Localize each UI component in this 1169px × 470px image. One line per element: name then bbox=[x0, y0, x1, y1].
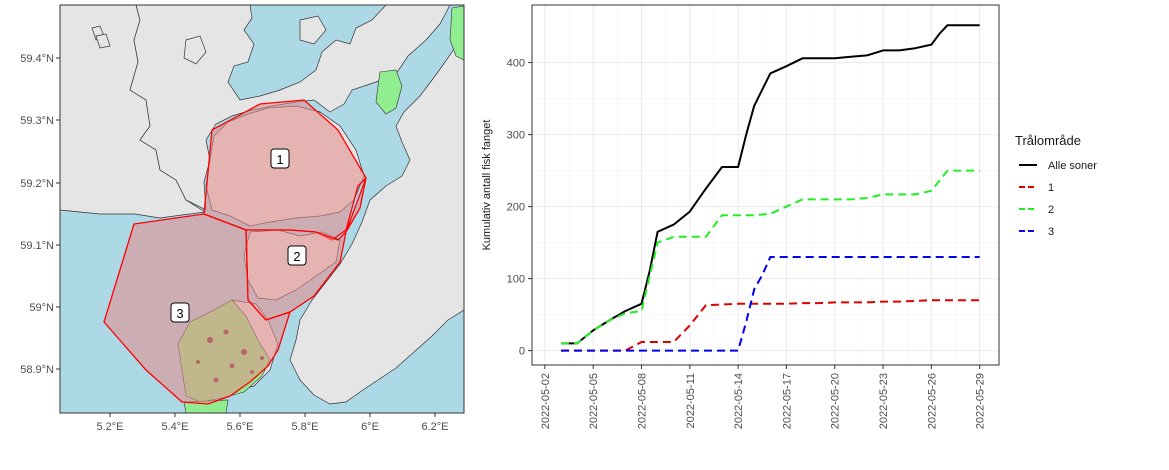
land-north bbox=[129, 4, 451, 211]
lat-label: 58.9°N bbox=[20, 364, 54, 376]
zone-label-1: 1 bbox=[270, 148, 290, 169]
chart-panel: 0 100 200 300 400 2022-05-02 2022-05-05 2022-05… bbox=[470, 0, 1169, 465]
zone-label-1-text: 1 bbox=[276, 152, 283, 167]
x-tick-label: 2022-05-14 bbox=[733, 373, 745, 429]
x-tick-label: 2022-05-29 bbox=[975, 373, 987, 429]
island-b bbox=[183, 35, 207, 65]
y-tick-label: 200 bbox=[507, 202, 525, 214]
series-line-zone-2 bbox=[561, 169, 980, 345]
zone-label-3: 3 bbox=[170, 302, 190, 323]
lat-label: 59.2°N bbox=[20, 178, 54, 190]
y-axis-title: Kumulativ antall fisk fanget bbox=[481, 120, 493, 251]
legend-label: 1 bbox=[1048, 182, 1054, 194]
x-tick-label: 2022-05-11 bbox=[685, 373, 697, 428]
x-tick-label: 2022-05-23 bbox=[878, 373, 890, 429]
lat-labels: 59.4°N 59.3°N 59.2°N 59.1°N 59°N 58.9°N bbox=[20, 53, 54, 376]
zone-label-2: 2 bbox=[287, 245, 307, 266]
green-area-ne bbox=[449, 5, 465, 61]
lat-label: 59°N bbox=[29, 302, 54, 314]
lon-ticks bbox=[109, 413, 436, 417]
green-area-fjord bbox=[375, 69, 403, 115]
land-east bbox=[289, 29, 465, 405]
x-tick-label: 2022-05-17 bbox=[781, 373, 793, 429]
lon-label: 6.2°E bbox=[421, 421, 448, 433]
plot-border bbox=[531, 4, 1000, 366]
lon-labels: 5.2°E 5.4°E 5.6°E 5.8°E 6°E 6.2°E bbox=[96, 421, 448, 433]
y-tick-label: 0 bbox=[519, 346, 525, 358]
legend: Trålområde Alle soner 1 2 3 bbox=[1015, 133, 1097, 238]
lat-label: 59.4°N bbox=[20, 53, 54, 65]
lon-label: 5.2°E bbox=[96, 421, 123, 433]
lat-label: 59.3°N bbox=[20, 115, 54, 127]
series-line-zone-1 bbox=[561, 299, 980, 352]
legend-label: 3 bbox=[1048, 226, 1054, 238]
zone-label-3-text: 3 bbox=[176, 306, 183, 321]
series-line-zone-3 bbox=[561, 256, 980, 352]
map-border bbox=[59, 4, 465, 414]
lon-label: 5.6°E bbox=[226, 421, 253, 433]
y-tick-label: 400 bbox=[507, 58, 525, 70]
lon-label: 5.4°E bbox=[161, 421, 188, 433]
x-tick-label: 2022-05-20 bbox=[830, 373, 842, 429]
map-panel: 1 2 3 59.4°N 59.3°N 59.2°N 59.1°N 59°N 5… bbox=[0, 0, 470, 465]
grid bbox=[532, 5, 999, 365]
lon-label: 5.8°E bbox=[291, 421, 318, 433]
plot-background bbox=[532, 5, 999, 365]
zone-3-polygon bbox=[103, 213, 292, 405]
lat-label: 59.1°N bbox=[20, 240, 54, 252]
series-lines bbox=[561, 24, 980, 352]
y-tick-label: 100 bbox=[507, 274, 525, 286]
x-tick-label: 2022-05-05 bbox=[588, 373, 600, 429]
series-line-alle-soner bbox=[561, 24, 980, 345]
map-svg: 1 2 3 59.4°N 59.3°N 59.2°N 59.1°N 59°N 5… bbox=[20, 4, 465, 433]
legend-label: 2 bbox=[1048, 204, 1054, 216]
island-d bbox=[95, 33, 111, 49]
lat-ticks bbox=[56, 57, 60, 370]
x-tick-label: 2022-05-02 bbox=[540, 373, 552, 429]
y-tick-label: 300 bbox=[507, 130, 525, 142]
lon-label: 6°E bbox=[361, 421, 379, 433]
x-tick-label: 2022-05-26 bbox=[926, 373, 938, 429]
axes: 0 100 200 300 400 2022-05-02 2022-05-05 2022-05… bbox=[507, 58, 987, 430]
island-a bbox=[299, 15, 327, 45]
legend-title: Trålområde bbox=[1015, 133, 1081, 148]
x-tick-label: 2022-05-08 bbox=[637, 373, 649, 429]
zone-label-2-text: 2 bbox=[293, 249, 300, 264]
legend-label: Alle soner bbox=[1048, 160, 1097, 172]
cumulative-catch-chart: 0 100 200 300 400 2022-05-02 2022-05-05 2022-05… bbox=[481, 4, 1097, 430]
